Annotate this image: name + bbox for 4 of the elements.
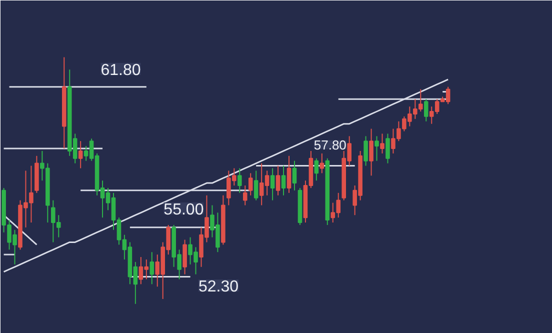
annotation: 52.30	[198, 278, 239, 296]
annotation: 55.00	[164, 201, 204, 218]
annotation: 57.80	[314, 137, 346, 152]
annotation: 61.80	[100, 62, 141, 79]
